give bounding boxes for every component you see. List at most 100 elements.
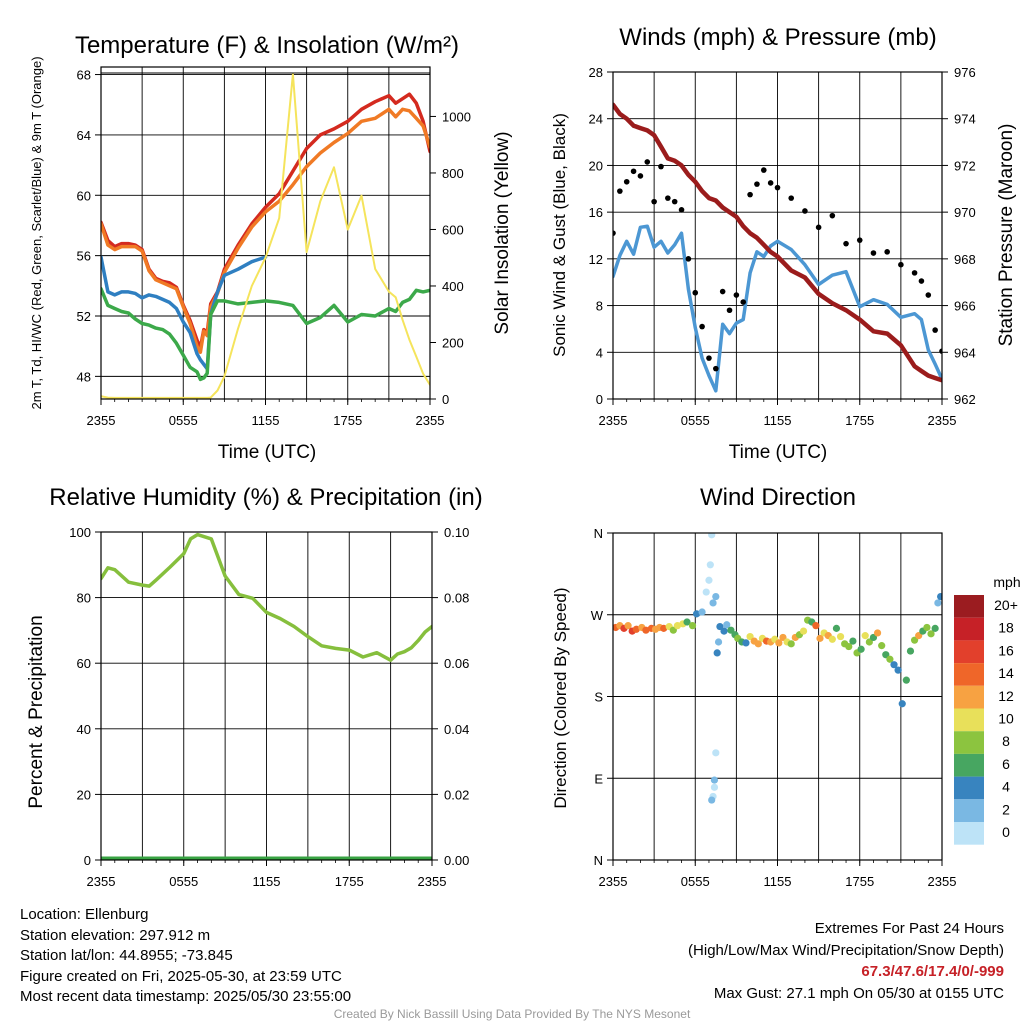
legend-swatch bbox=[954, 799, 984, 822]
y-tick-label: N bbox=[594, 526, 603, 541]
y-tick-label: 20 bbox=[589, 158, 603, 173]
y-tick-label: 64 bbox=[77, 128, 91, 143]
created-line: Figure created on Fri, 2025-05-30, at 23… bbox=[20, 967, 342, 985]
direction-point bbox=[894, 666, 902, 674]
plot-border bbox=[612, 532, 943, 861]
y-axis-label: Direction (Colored By Speed) bbox=[551, 587, 570, 808]
x-tick-label: 1755 bbox=[845, 874, 874, 889]
direction-point bbox=[923, 623, 931, 632]
gust-point bbox=[815, 224, 822, 231]
gust-point bbox=[760, 167, 767, 173]
y-tick-label: 68 bbox=[77, 68, 91, 83]
direction-point bbox=[816, 634, 824, 642]
legend-label: 16 bbox=[998, 642, 1014, 658]
direction-point bbox=[642, 626, 650, 634]
legend-swatch bbox=[954, 595, 984, 618]
y-tick-label: 0 bbox=[596, 392, 603, 407]
y-tick-label: 80 bbox=[77, 591, 91, 606]
direction-point bbox=[705, 576, 713, 584]
gust-point bbox=[726, 307, 733, 314]
y-tick-label: 12 bbox=[589, 252, 603, 267]
y-tick-label: 56 bbox=[77, 249, 91, 264]
y-tick-label: E bbox=[594, 771, 603, 786]
gust-point bbox=[651, 198, 657, 205]
direction-point bbox=[937, 592, 942, 601]
y2-tick-label: 800 bbox=[442, 166, 464, 181]
latlon-line: Station lat/lon: 44.8955; -73.845 bbox=[20, 947, 233, 964]
speed-legend: mph 20+ 18 16 14 12 10 8 6 4 2 0 bbox=[954, 574, 1021, 845]
direction-point bbox=[754, 640, 762, 648]
direction-points bbox=[613, 533, 942, 804]
x-tick-label: 0555 bbox=[169, 413, 198, 428]
legend-label: 0 bbox=[1002, 824, 1010, 840]
gust-point bbox=[719, 288, 726, 295]
y2-axis-label: Station Pressure (Maroon) bbox=[996, 124, 1017, 347]
direction-point bbox=[742, 639, 750, 647]
gust-point bbox=[918, 278, 925, 284]
x-axis-label: Time (UTC) bbox=[218, 442, 317, 463]
gust-point bbox=[774, 184, 781, 191]
direction-point bbox=[706, 561, 714, 569]
y-tick-label: 28 bbox=[589, 65, 603, 80]
gust-point bbox=[630, 168, 637, 175]
direction-point bbox=[861, 632, 869, 640]
y2-tick-label: 0.06 bbox=[444, 656, 469, 671]
credit-line: Created By Nick Bassill Using Data Provi… bbox=[333, 1007, 691, 1021]
gust-point bbox=[884, 249, 890, 255]
legend-label: 10 bbox=[998, 711, 1014, 727]
direction-point bbox=[828, 635, 836, 643]
plot-border bbox=[100, 531, 433, 861]
gust-point bbox=[856, 237, 863, 243]
elevation-line: Station elevation: 297.912 m bbox=[20, 926, 211, 944]
x-tick-label: 1155 bbox=[764, 874, 792, 889]
gust-point bbox=[843, 240, 849, 247]
legend-swatch bbox=[954, 640, 984, 664]
direction-point bbox=[673, 622, 682, 630]
plot-border bbox=[612, 71, 943, 400]
x-tick-label: 2355 bbox=[87, 874, 116, 889]
direction-point bbox=[710, 776, 719, 784]
gust-point bbox=[747, 191, 753, 198]
x-tick-label: 1755 bbox=[333, 413, 362, 428]
location-line: Location: Ellenburg bbox=[20, 906, 149, 923]
y2-tick-label: 974 bbox=[954, 112, 976, 127]
direction-point bbox=[857, 645, 865, 653]
x-tick-label: 1155 bbox=[764, 413, 792, 428]
y2-tick-label: 0 bbox=[442, 392, 449, 407]
gust-point bbox=[754, 181, 760, 187]
series-layer bbox=[101, 73, 430, 399]
direction-point bbox=[723, 621, 731, 629]
direction-point bbox=[775, 639, 783, 647]
y2-tick-label: 0.04 bbox=[444, 722, 469, 737]
dewpoint-series bbox=[101, 255, 268, 371]
direction-point bbox=[902, 676, 910, 684]
gust-point bbox=[623, 178, 630, 185]
plot-border bbox=[100, 66, 431, 400]
y2-tick-label: 0.00 bbox=[444, 853, 469, 868]
gust-point bbox=[802, 208, 808, 214]
y2-tick-label: 0.10 bbox=[444, 525, 469, 540]
x-tick-label: 2355 bbox=[928, 413, 957, 428]
y2-tick-label: 966 bbox=[954, 299, 976, 314]
y-tick-label: S bbox=[594, 690, 603, 705]
y-tick-label: 52 bbox=[77, 309, 91, 324]
chart-title: Relative Humidity (%) & Precipitation (i… bbox=[49, 484, 482, 511]
y2-tick-label: 0.02 bbox=[444, 787, 469, 802]
x-tick-label: 0555 bbox=[681, 413, 710, 428]
winds-panel: 0 4 8 12 16 20 24 28 962 964 966 968 970 972 974 976 235… bbox=[550, 24, 1017, 463]
y-tick-label: 20 bbox=[77, 787, 91, 802]
direction-point bbox=[683, 618, 691, 626]
direction-point bbox=[693, 610, 701, 618]
direction-point bbox=[832, 624, 841, 632]
gust-point bbox=[939, 348, 942, 354]
wind-series bbox=[613, 224, 942, 393]
direction-point bbox=[720, 627, 728, 635]
legend-swatch bbox=[954, 663, 984, 686]
direction-point bbox=[712, 749, 720, 757]
direction-point bbox=[698, 608, 706, 616]
direction-point bbox=[931, 624, 939, 632]
x-axis-label: Time (UTC) bbox=[729, 442, 828, 463]
direction-point bbox=[886, 655, 894, 663]
direction-point bbox=[812, 622, 820, 630]
direction-point bbox=[702, 588, 710, 596]
